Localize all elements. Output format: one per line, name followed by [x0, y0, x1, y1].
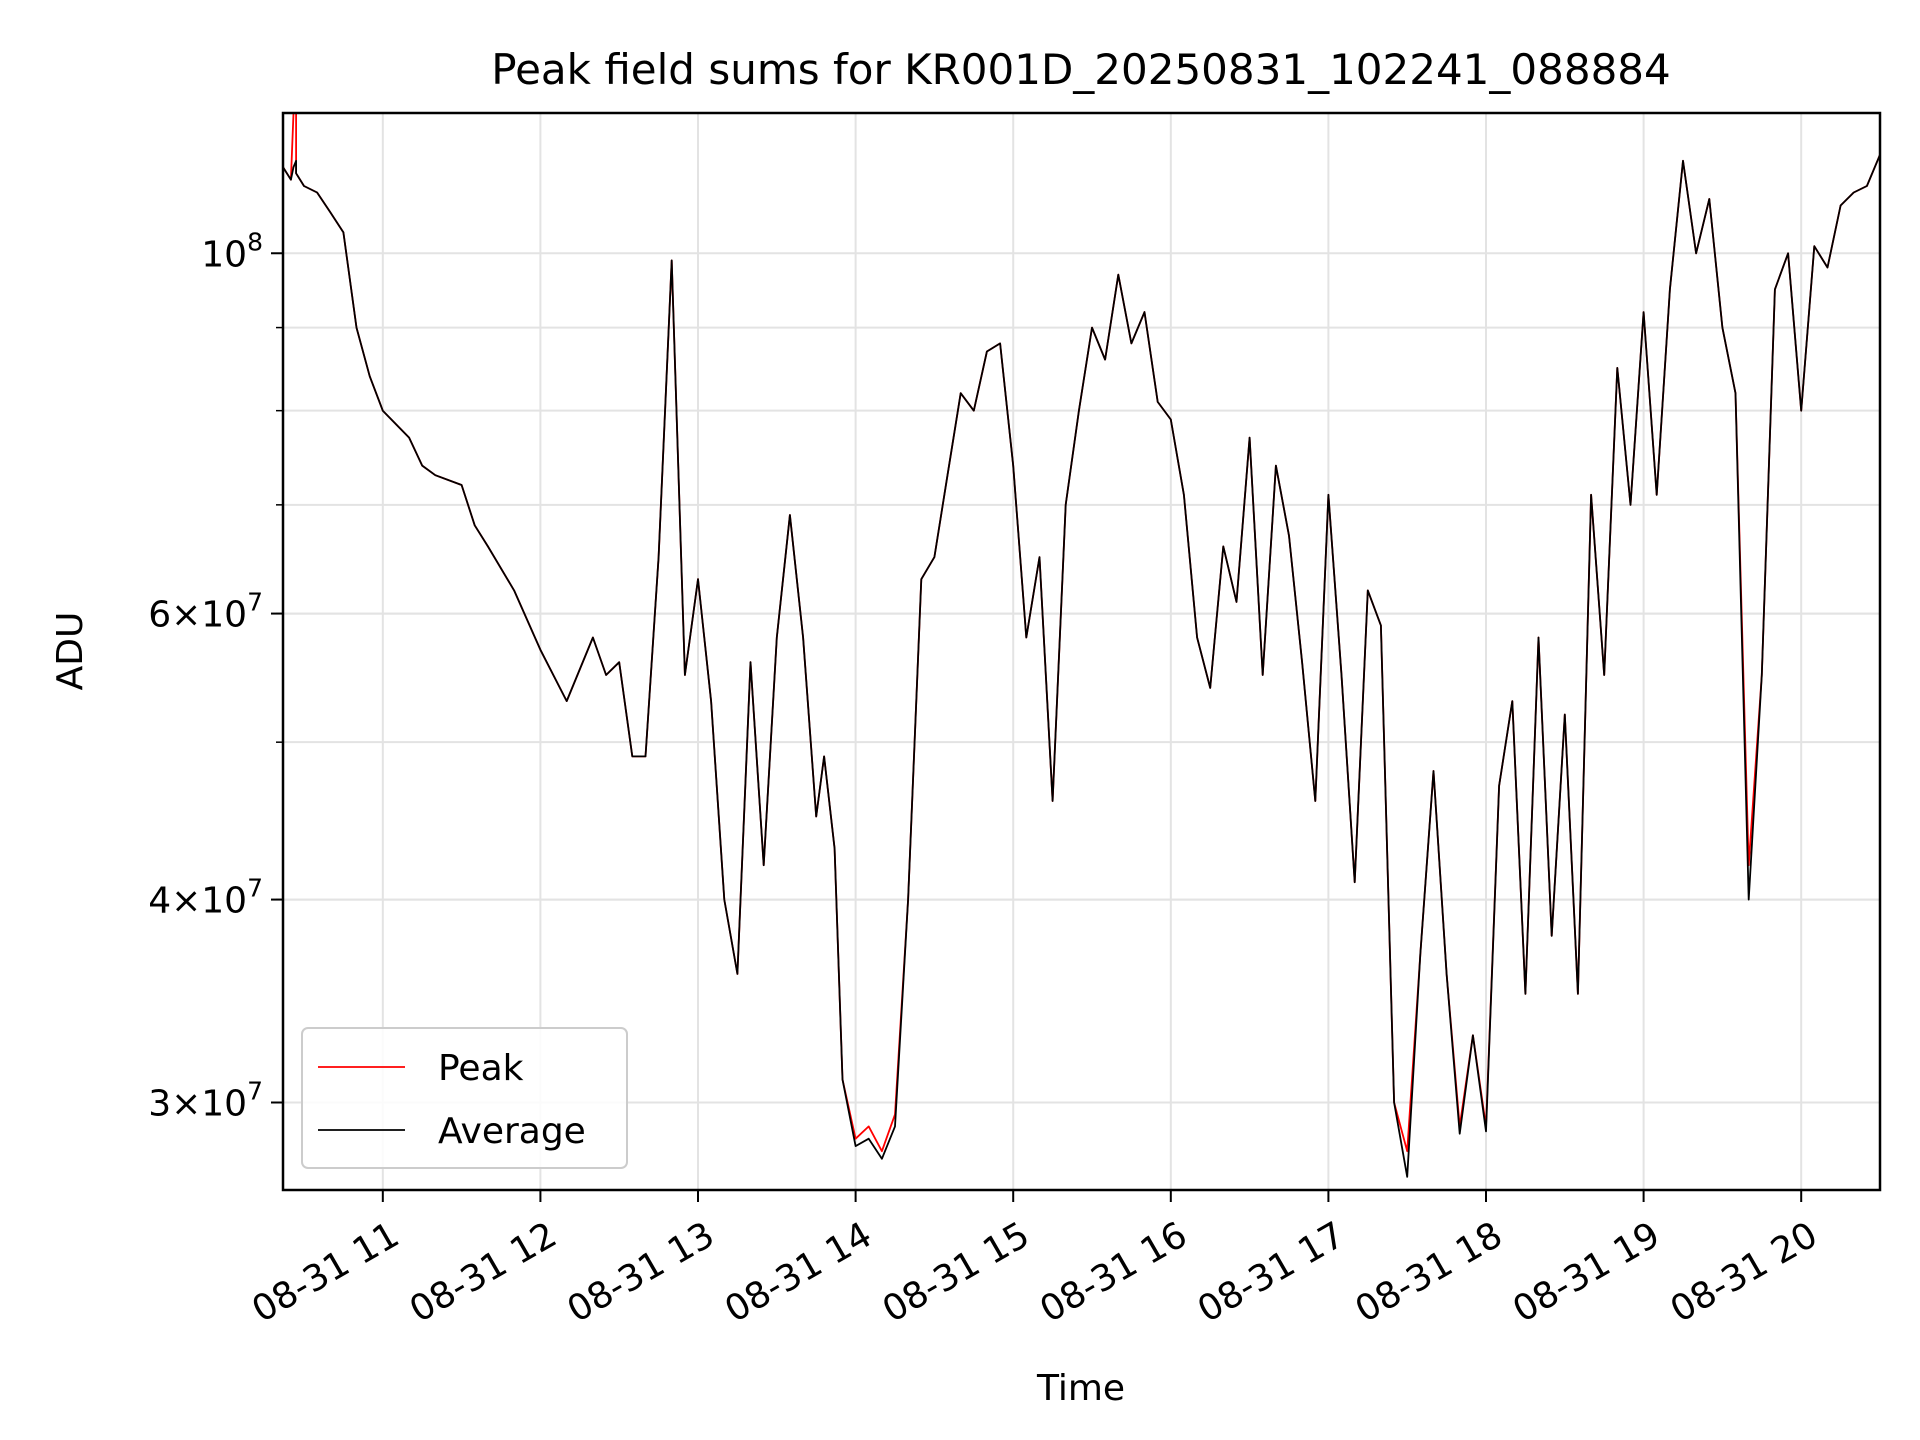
y-tick-label: 4×107: [148, 874, 263, 922]
chart-title: Peak field sums for KR001D_20250831_1022…: [491, 45, 1670, 94]
grid-lines: [283, 113, 1880, 1190]
legend-peak-label: Peak: [438, 1048, 524, 1089]
y-tick-label: 6×107: [148, 588, 263, 636]
legend: Peak Average: [301, 1027, 628, 1169]
legend-box: [301, 1027, 628, 1169]
y-axis-label: ADU: [50, 612, 91, 691]
series-line-average: [282, 154, 1881, 1178]
plot-frame: [281, 111, 1882, 1192]
y-tick-label: 3×107: [148, 1076, 263, 1124]
x-axis-label: Time: [1036, 1368, 1125, 1409]
y-axis: 108 6×107 4×107 3×107: [148, 227, 283, 1124]
y-tick-label: 108: [201, 227, 263, 275]
legend-average-label: Average: [438, 1111, 586, 1152]
series-layer: [282, 112, 1881, 1178]
